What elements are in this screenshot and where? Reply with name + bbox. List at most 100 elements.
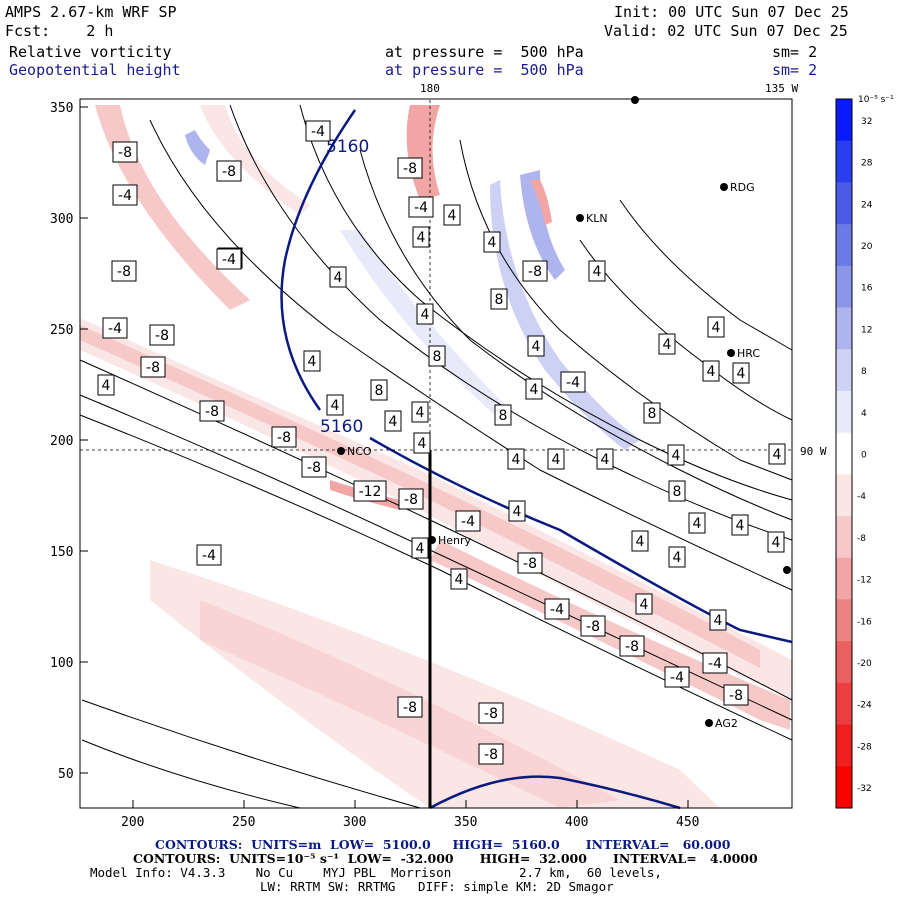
contour-label-box xyxy=(196,544,222,566)
contour-label: 4 xyxy=(331,398,340,414)
colorbar-swatch xyxy=(836,140,852,183)
footer-vorticity-contours: CONTOURS: UNITS=10⁻⁵ s⁻¹ LOW= -32.000 HI… xyxy=(133,852,758,866)
x-tick-label: 300 xyxy=(343,815,366,830)
station-label: AG2 xyxy=(715,717,738,730)
contour-label-box xyxy=(416,303,434,325)
contour-label: -4 xyxy=(311,124,325,140)
contour-label: -4 xyxy=(108,321,122,337)
colorbar-swatch xyxy=(836,766,852,809)
station-dot xyxy=(720,183,728,191)
footer-model-info: Model Info: V4.3.3 No Cu MYJ PBL Morriso… xyxy=(90,865,662,880)
contour-label-box xyxy=(370,379,388,401)
contour-label: -8 xyxy=(484,706,498,722)
contour-label: -4 xyxy=(461,514,475,530)
colorbar-swatch xyxy=(836,516,852,559)
contour-label-box xyxy=(149,324,175,346)
contour-label-box xyxy=(668,546,686,568)
contour-label: 4 xyxy=(532,339,541,355)
contour-label-box xyxy=(525,378,543,400)
contour-label-box xyxy=(619,635,645,657)
contour-label-box xyxy=(580,615,606,637)
meridian-90w-label: 90 W xyxy=(800,445,827,458)
contour-label: -8 xyxy=(625,639,639,655)
x-tick-labels: 200 250 300 350 400 450 xyxy=(121,815,699,830)
contour-label: 4 xyxy=(693,516,702,532)
contour-label-box xyxy=(544,598,570,620)
contour-label: -8 xyxy=(404,492,418,508)
footer-height-contours: CONTOURS: UNITS=m LOW= 5100.0 HIGH= 5160… xyxy=(155,838,730,852)
contour-label: -4 xyxy=(670,670,684,686)
contour-label-box xyxy=(413,432,431,454)
field2-smoothing: sm= 2 xyxy=(772,61,818,79)
y-tick-label: 150 xyxy=(50,545,73,560)
x-tick-label: 250 xyxy=(232,815,255,830)
station-dot xyxy=(631,96,639,104)
contour-label-box xyxy=(709,609,727,631)
colorbar-label: 0 xyxy=(861,451,867,461)
footer-height-interval: INTERVAL= 60.000 xyxy=(585,837,731,852)
contour-label-box xyxy=(216,160,242,182)
contour-label-box xyxy=(522,260,548,282)
colorbar-label: -12 xyxy=(857,576,872,586)
contour-label: -4 xyxy=(550,602,564,618)
contour-label: 4 xyxy=(513,504,522,520)
contour-label-box xyxy=(398,488,424,510)
station-dot xyxy=(337,447,345,455)
contour-label-box xyxy=(494,404,512,426)
contour-label-box xyxy=(767,531,785,553)
contour-label-box xyxy=(329,266,347,288)
contour-label: 4 xyxy=(455,572,464,588)
colorbar-swatch xyxy=(836,390,852,434)
contour-label: 4 xyxy=(334,270,343,286)
station-markers: RDG KLN HRC NCO Henry AG2 xyxy=(337,96,791,730)
contour-label: -8 xyxy=(586,619,600,635)
height-contour-label: 5160 xyxy=(320,417,363,437)
x-tick-label: 450 xyxy=(676,815,699,830)
contour-label-box xyxy=(199,400,225,422)
contour-label-box xyxy=(643,402,661,424)
y-tick-label: 350 xyxy=(50,101,73,116)
contour-label: 4 xyxy=(601,452,610,468)
contour-label: -4 xyxy=(566,375,580,391)
contour-label: -8 xyxy=(117,264,131,280)
contour-label: -8 xyxy=(222,164,236,180)
colorbar: 32 28 24 20 16 12 8 4 0 -4 -8 -12 -16 -20 -24 -28 -32 xyxy=(835,98,873,809)
contour-label: 8 xyxy=(499,408,508,424)
contour-label-box xyxy=(768,443,786,465)
colorbar-swatch xyxy=(836,265,852,309)
init-time: Init: 00 UTC Sun 07 Dec 25 xyxy=(614,3,849,21)
colorbar-swatch xyxy=(836,682,852,726)
contour-label-box xyxy=(102,317,128,339)
contour-label-box xyxy=(596,448,614,470)
contour-label-box xyxy=(723,684,749,706)
contour-label: -8 xyxy=(403,700,417,716)
colorbar-swatch xyxy=(836,307,852,350)
footer-height-low: CONTOURS: UNITS=m LOW= 5100.0 xyxy=(155,837,431,852)
colorbar-swatch xyxy=(836,474,852,517)
contour-label-box xyxy=(478,702,504,724)
colorbar-label: -4 xyxy=(857,492,866,502)
contour-label: -8 xyxy=(118,145,132,161)
contour-label: 4 xyxy=(707,364,716,380)
colorbar-label: -32 xyxy=(857,784,872,794)
contour-label-box xyxy=(397,157,423,179)
station-dot xyxy=(727,349,735,357)
contour-label: 4 xyxy=(712,320,721,336)
graticule-lines xyxy=(80,100,792,451)
contour-label: 4 xyxy=(417,230,426,246)
contour-label: 8 xyxy=(433,349,442,365)
field2-name: Geopotential height xyxy=(9,61,181,79)
plot-frame xyxy=(79,98,793,809)
contour-label-box xyxy=(397,696,423,718)
station-dot xyxy=(428,536,436,544)
contour-label-box xyxy=(507,448,525,470)
contour-label-box xyxy=(216,248,242,270)
contour-label-box xyxy=(547,448,565,470)
y-tick-labels: 350 300 250 200 150 100 50 xyxy=(50,101,74,782)
contour-label: -8 xyxy=(146,360,160,376)
contour-label: 4 xyxy=(672,448,681,464)
forecast-hour: Fcst: 2 h xyxy=(5,22,114,40)
y-tick-label: 250 xyxy=(50,323,73,338)
contour-label-box xyxy=(412,226,430,248)
colorbar-label: 16 xyxy=(861,284,873,294)
